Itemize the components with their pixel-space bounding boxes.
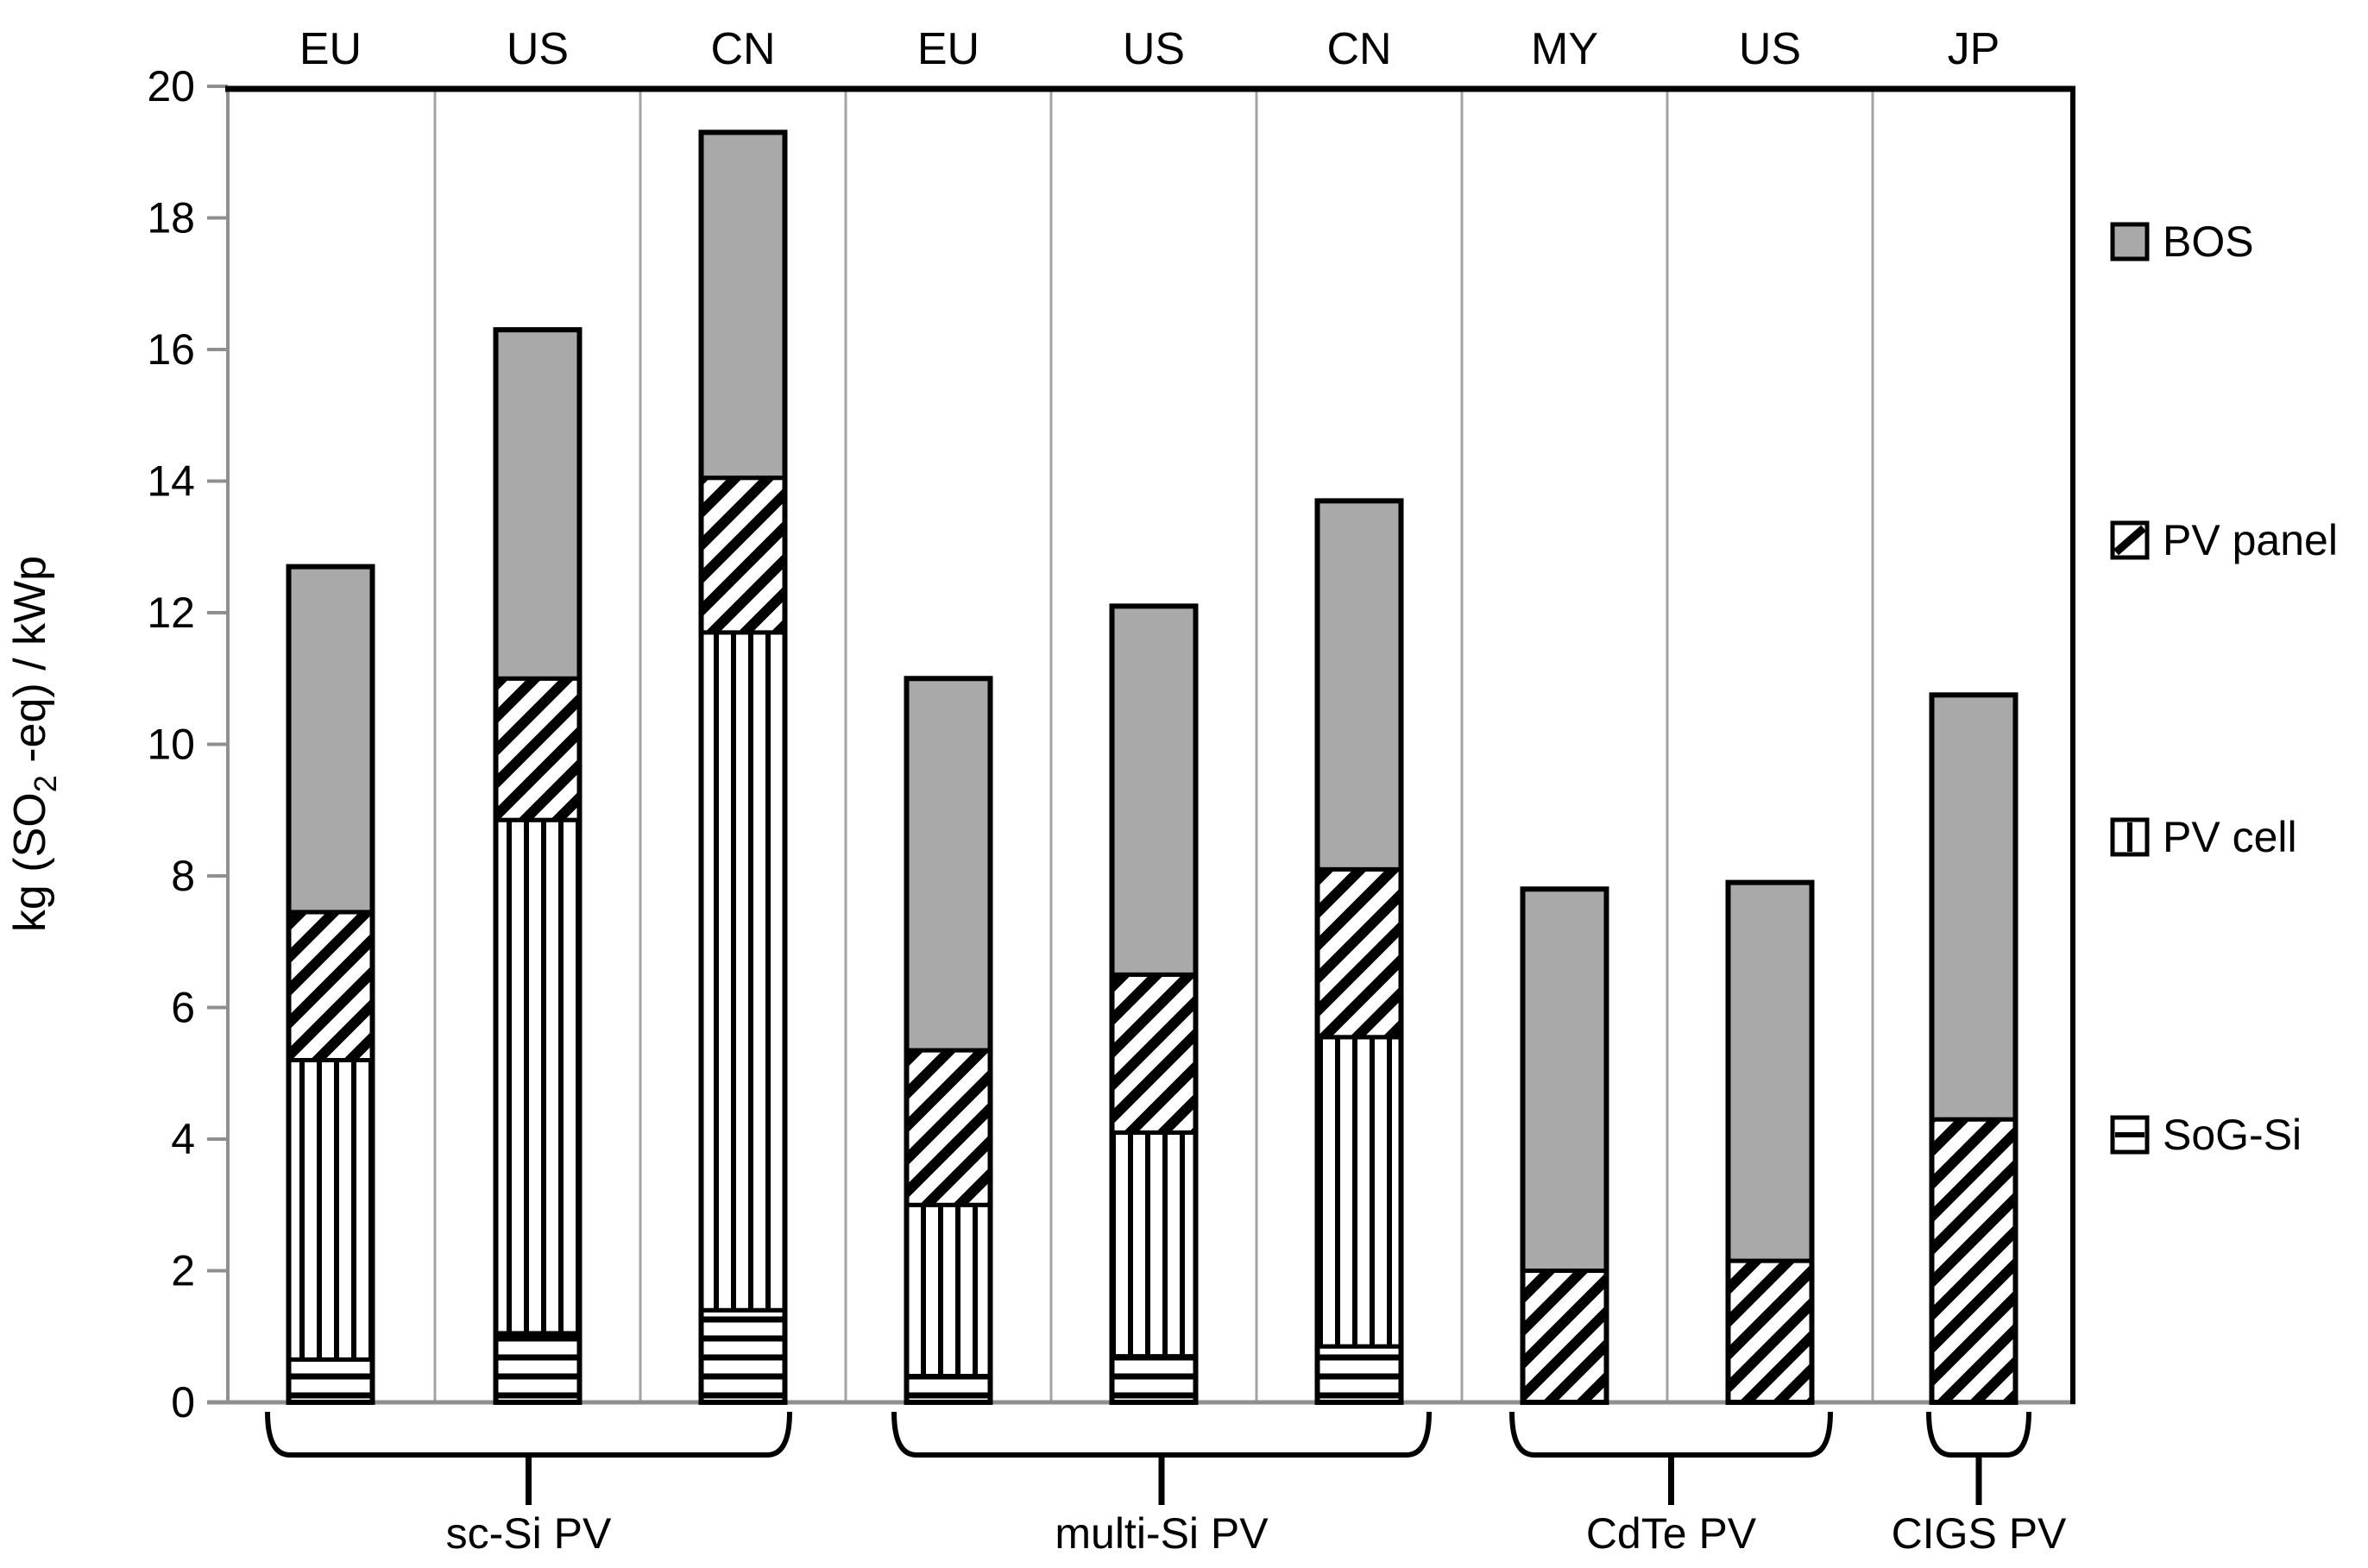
bar-segment-US-pv-cell: [494, 817, 582, 1336]
legend-label: SoG-Si: [2163, 1111, 2302, 1159]
bar-segment-CN-pv-panel: [1315, 866, 1403, 1040]
bar-segment-US-pv-panel: [1726, 1258, 1814, 1405]
legend-diagonal-stripe: [2113, 525, 2146, 556]
bar-segment-US-bos: [1726, 880, 1814, 1263]
bar-segment-CN-bos: [1315, 498, 1403, 872]
bar-segment-EU-sog-si: [287, 1357, 375, 1405]
y-tick-label: 8: [171, 852, 195, 900]
group-brace: [891, 1411, 1432, 1458]
group-braces: sc-Si PV multi-Si PV CdTe PV CIGS PV: [265, 1411, 2067, 1558]
axis-text: 0 2 4 6 8 10 12 14 16 18 20 EU US CN EU US CN MY US JP kg (S…: [5, 24, 2000, 1426]
y-tick-label: 18: [147, 194, 195, 242]
group-label: CdTe PV: [1586, 1509, 1757, 1558]
legend: BOS PV panel PV cell SoG-Si: [2110, 217, 2338, 1159]
y-tick-label: 4: [171, 1115, 195, 1163]
legend-label: BOS: [2163, 217, 2254, 266]
legend-label: PV panel: [2163, 516, 2338, 564]
bar-segment-CN-pv-cell: [1315, 1035, 1403, 1349]
bar-segment-CN-sog-si: [1315, 1344, 1403, 1405]
top-category-label: US: [507, 24, 569, 74]
bars: [286, 129, 2018, 1405]
bar-outline-US: [1725, 879, 1815, 1405]
bar-segment-US-pv-panel: [494, 676, 582, 822]
top-category-label: US: [1739, 24, 1801, 74]
bar-segment-US-bos: [1110, 603, 1198, 977]
group-brace: [265, 1411, 792, 1458]
bar-segment-CN-sog-si: [699, 1307, 787, 1405]
bar-segment-US-pv-cell: [1110, 1130, 1198, 1359]
legend-label: PV cell: [2163, 813, 2297, 861]
bar-outline-US: [1109, 603, 1199, 1405]
bar-segment-EU-pv-cell: [287, 1058, 375, 1362]
top-category-label: CN: [710, 24, 775, 74]
group-label: multi-Si PV: [1055, 1509, 1269, 1558]
bar-outline-EU: [286, 564, 375, 1405]
bar-segment-CN-bos: [699, 129, 787, 481]
top-category-label: JP: [1948, 24, 2000, 74]
y-tick-label: 20: [147, 62, 195, 110]
bar-outline-EU: [904, 676, 993, 1405]
panel-separators: [433, 86, 1874, 1402]
bar-outline-US: [493, 327, 583, 1405]
y-tick-label: 6: [171, 984, 195, 1032]
top-category-label: EU: [917, 24, 979, 74]
bar-segment-EU-bos: [287, 564, 375, 915]
bar-outline-CN: [698, 129, 788, 1405]
group-brace: [1509, 1411, 1833, 1458]
group-label: sc-Si PV: [446, 1509, 612, 1558]
top-category-label: CN: [1326, 24, 1391, 74]
y-tick-label: 12: [147, 589, 195, 637]
bar-segment-EU-sog-si: [904, 1374, 992, 1405]
y-tick-label: 10: [147, 721, 195, 769]
y-tick-label: 14: [147, 457, 195, 506]
bar-segment-MY-bos: [1521, 886, 1609, 1273]
y-tick-label: 16: [147, 325, 195, 374]
y-tick-label: 0: [171, 1378, 195, 1426]
bar-segment-EU-bos: [904, 676, 992, 1053]
bar-outline-CN: [1314, 498, 1404, 1405]
group-brace: [1926, 1411, 2031, 1458]
top-category-label: MY: [1531, 24, 1598, 74]
bar-segment-JP-bos: [1930, 692, 2018, 1122]
y-tick-label: 2: [171, 1247, 195, 1295]
bar-segment-EU-pv-panel: [904, 1048, 992, 1207]
group-label: CIGS PV: [1892, 1509, 2067, 1558]
bar-segment-CN-pv-panel: [699, 475, 787, 635]
bar-segment-US-pv-panel: [1110, 972, 1198, 1135]
bar-segment-US-sog-si: [1110, 1354, 1198, 1405]
bar-segment-US-bos: [494, 327, 582, 681]
bar-segment-JP-pv-panel: [1930, 1117, 2018, 1405]
top-category-label: EU: [299, 24, 362, 74]
top-category-label: US: [1123, 24, 1185, 74]
bar-outline-JP: [1929, 692, 2018, 1405]
bar-segment-CN-pv-cell: [699, 630, 787, 1313]
y-axis-title: kg (SO2 -eq) / kWp: [5, 556, 63, 932]
legend-swatch-bos-icon: [2110, 222, 2150, 261]
bar-segment-EU-pv-cell: [904, 1202, 992, 1378]
bar-segment-EU-pv-panel: [287, 910, 375, 1062]
bar-segment-US-sog-si: [494, 1331, 582, 1405]
bar-segment-MY-pv-panel: [1521, 1269, 1609, 1405]
bar-outline-MY: [1520, 886, 1609, 1405]
